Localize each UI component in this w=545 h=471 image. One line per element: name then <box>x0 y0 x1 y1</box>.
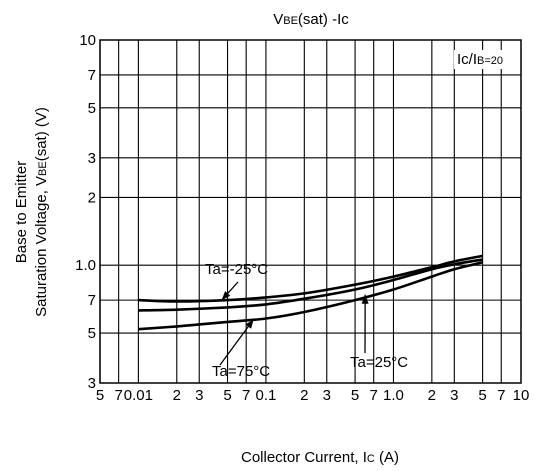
x-tick-label: 2 <box>300 387 308 404</box>
y-tick-label: 5 <box>88 325 96 342</box>
series-annotation: Ta=25°C <box>350 354 408 371</box>
y-tick-label: 5 <box>88 100 96 117</box>
y-tick-label: 7 <box>88 292 96 309</box>
chart-title: VBE(sat) -Ic <box>273 11 349 28</box>
y-axis-label-line1: Base to Emitter <box>13 161 30 264</box>
annotation-arrowhead <box>361 294 369 304</box>
x-tick-label: 0.01 <box>124 387 153 404</box>
x-tick-label: 5 <box>223 387 231 404</box>
x-tick-label: 7 <box>370 387 378 404</box>
x-tick-label: 5 <box>351 387 359 404</box>
y-tick-labels: 3 5 7 1.0 2 3 5 7 10 <box>75 32 96 392</box>
x-tick-label: 5 <box>478 387 486 404</box>
series-annotation: Ta=-25°C <box>205 261 268 278</box>
y-tick-label: 3 <box>88 375 96 392</box>
series-line <box>138 258 483 312</box>
plot-frame <box>99 39 522 384</box>
x-tick-label: 2 <box>173 387 181 404</box>
curves <box>138 254 483 331</box>
y-axis-label-line2: Saturation Voltage, VBE(sat) (V) <box>33 107 50 317</box>
annotation-arrowhead <box>245 319 254 329</box>
series-line <box>138 261 483 331</box>
x-tick-label: 3 <box>450 387 458 404</box>
x-tick-label: 7 <box>242 387 250 404</box>
condition-label: Ic/IB=20 <box>457 51 503 68</box>
x-tick-labels: 5 7 0.01 2 3 5 7 0.1 2 3 5 7 1.0 2 3 5 7 10 <box>96 387 530 404</box>
y-tick-label: 3 <box>88 150 96 167</box>
series-annotation: Ta=75°C <box>212 363 270 380</box>
x-tick-label: 7 <box>114 387 122 404</box>
x-tick-label: 3 <box>195 387 203 404</box>
annotations: Ta=-25°C Ta=25°C Ta=75°C <box>205 261 408 380</box>
annotation-leader <box>219 318 255 366</box>
condition-label-background <box>453 50 507 69</box>
x-axis-label: Collector Current, IC (A) <box>241 449 399 466</box>
x-tick-label: 1.0 <box>383 387 404 404</box>
y-tick-label: 7 <box>88 67 96 84</box>
series-line <box>138 254 483 303</box>
x-tick-label: 10 <box>513 387 530 404</box>
x-tick-label: 0.1 <box>255 387 276 404</box>
x-tick-label: 2 <box>428 387 436 404</box>
x-tick-label: 7 <box>497 387 505 404</box>
annotation-arrowhead <box>221 291 231 301</box>
y-tick-label: 2 <box>88 189 96 206</box>
y-tick-label: 10 <box>79 32 96 49</box>
y-tick-label: 1.0 <box>75 257 96 274</box>
grid <box>99 40 521 384</box>
x-tick-label: 5 <box>96 387 104 404</box>
x-tick-label: 3 <box>323 387 331 404</box>
